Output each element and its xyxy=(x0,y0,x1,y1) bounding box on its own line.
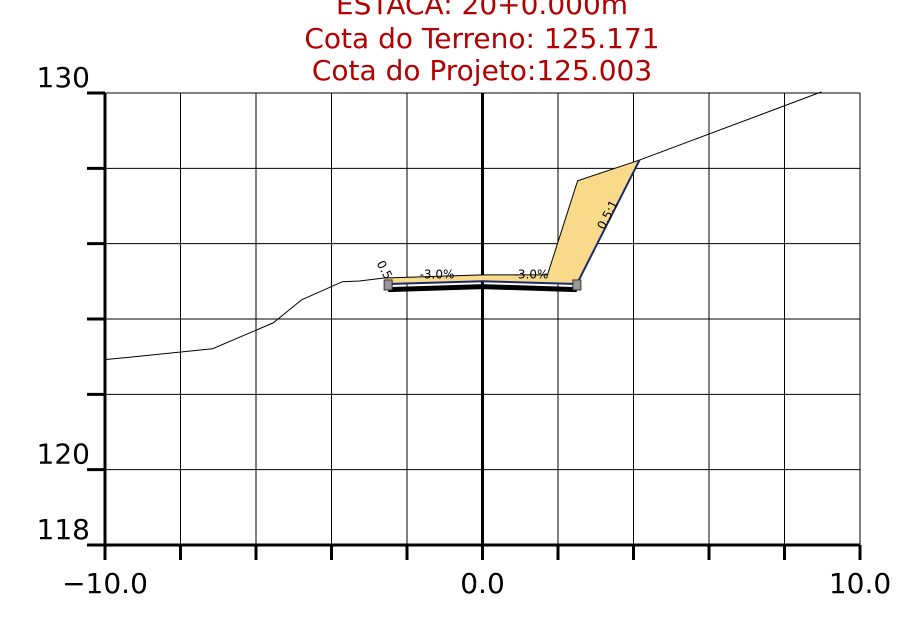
y-tick-label: 118 xyxy=(37,513,90,546)
subtitle: Cota do Projeto:125.003 xyxy=(312,54,652,87)
edge-marker xyxy=(383,279,393,291)
y-tick-label: 120 xyxy=(37,438,90,471)
cut-area xyxy=(384,160,640,284)
series-line xyxy=(388,284,577,293)
edge-marker xyxy=(572,279,582,291)
annotation: -3.0% xyxy=(514,268,549,282)
y-tick-label: 130 xyxy=(37,61,90,94)
x-tick-label: 0.0 xyxy=(460,567,505,600)
annotation: -3.0% xyxy=(420,268,455,282)
plot: 118 120 130 −10.0 0.0 10.0 xyxy=(37,61,892,600)
chart-title: ESTACA: 20+0.000m xyxy=(336,0,628,21)
x-tick-label: −10.0 xyxy=(62,567,148,600)
x-tick-label: 10.0 xyxy=(829,567,891,600)
series-line xyxy=(388,159,641,285)
subtitle: Cota do Terreno: 125.171 xyxy=(304,22,659,55)
series-line xyxy=(104,91,822,361)
